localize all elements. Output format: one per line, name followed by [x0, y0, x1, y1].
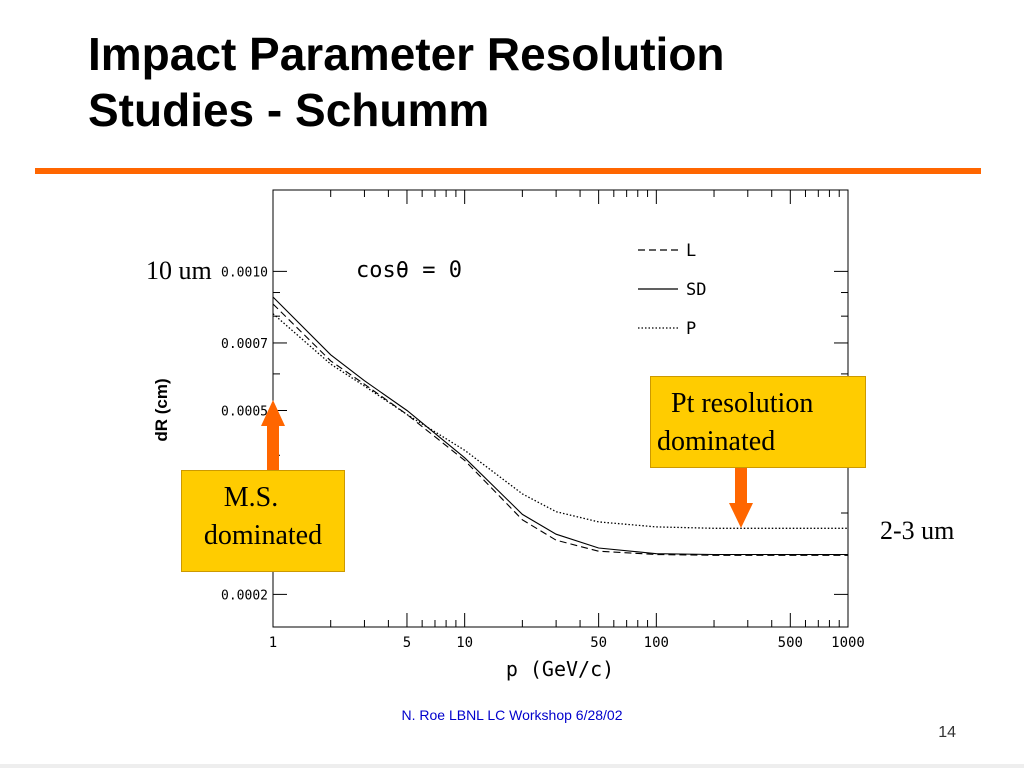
x-tick-labels: 1 5 10 50 100 500 1000 — [269, 635, 865, 651]
ms-arrow-head — [261, 400, 285, 426]
plot-annotation: cosθ = 0 — [356, 258, 462, 283]
ms-box-line2: dominated — [203, 520, 323, 551]
y-tick-labels: 0.0002 0.0005 0.0007 0.0010 — [221, 265, 268, 603]
arrows — [261, 400, 753, 528]
y-axis-label: dR (cm) — [152, 378, 171, 442]
legend-label-p: P — [686, 319, 696, 339]
series-line-l — [272, 303, 848, 556]
bottom-bar — [0, 764, 1024, 768]
pt-box-line2: dominated — [657, 426, 776, 457]
slide-title: Impact Parameter Resolution Studies - Sc… — [88, 26, 988, 138]
y-tick-label: 0.0002 — [221, 588, 268, 603]
x-axis-label: p (GeV/c) — [506, 657, 614, 681]
x-tick-label: 500 — [778, 635, 803, 651]
x-tick-label: 10 — [456, 635, 473, 651]
slide-footer: N. Roe LBNL LC Workshop 6/28/02 — [401, 707, 623, 723]
slide-title-line1: Impact Parameter Resolution — [88, 28, 725, 80]
annotation-10um: 10 um — [146, 256, 212, 285]
x-tick-label: 100 — [644, 635, 669, 651]
ms-arrow-shaft — [267, 424, 279, 470]
x-tick-label: 5 — [403, 635, 411, 651]
pt-arrow-shaft — [735, 459, 747, 505]
slide-title-line2: Studies - Schumm — [88, 84, 490, 136]
title-divider — [35, 168, 981, 174]
pt-arrow-head — [729, 503, 753, 528]
ms-box-line1: M.S. — [223, 482, 279, 513]
series-line-sd — [272, 296, 848, 556]
x-tick-label: 1000 — [831, 635, 865, 651]
y-tick-label: 0.0010 — [221, 265, 268, 280]
annotation-2-3um: 2-3 um — [880, 516, 955, 545]
y-tick-label: 0.0007 — [221, 337, 268, 352]
series-line-p — [272, 313, 848, 529]
legend-label-sd: SD — [686, 280, 706, 300]
y-tick-label: 0.0005 — [221, 404, 268, 419]
legend-label-l: L — [686, 241, 696, 261]
axis-ticks — [272, 190, 848, 627]
page-number: 14 — [938, 724, 956, 741]
legend: L SD P — [638, 241, 706, 339]
ms-dominated-box: M.S. dominated — [181, 470, 345, 572]
x-tick-label: 50 — [590, 635, 607, 651]
series-lines — [272, 296, 848, 556]
pt-dominated-box: Pt resolution dominated — [650, 376, 866, 468]
pt-box-line1: Pt resolution — [671, 388, 814, 419]
x-tick-label: 1 — [269, 635, 277, 651]
